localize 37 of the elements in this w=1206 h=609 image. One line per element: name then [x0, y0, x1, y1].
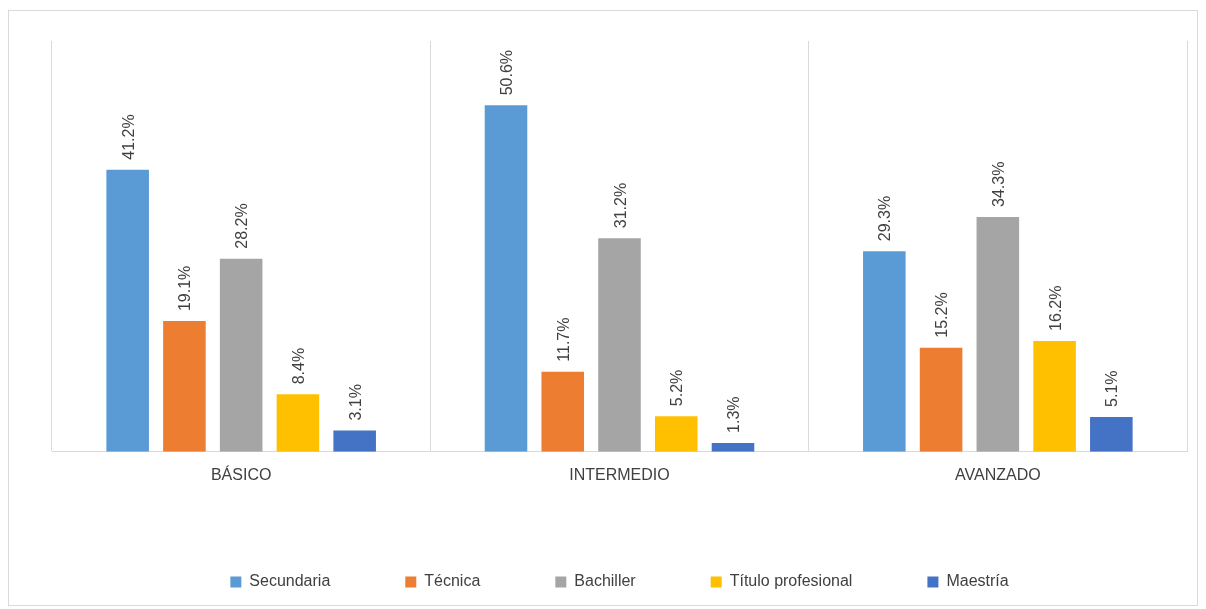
bar: [1033, 340, 1076, 452]
bar: [276, 394, 320, 452]
data-label: 50.6%: [498, 49, 515, 96]
legend-label: Bachiller: [574, 572, 637, 590]
data-label: 29.3%: [876, 195, 894, 242]
bar: [654, 416, 698, 452]
bar: [484, 105, 528, 452]
data-label: 3.1%: [346, 384, 364, 421]
data-label: 19.1%: [176, 265, 194, 312]
data-label: 5.2%: [668, 369, 686, 407]
x-tick-label: BÁSICO: [210, 464, 272, 483]
legend-label: Técnica: [424, 572, 481, 590]
bar: [976, 216, 1020, 452]
x-tick-label: INTERMEDIO: [569, 465, 670, 483]
data-label: 11.7%: [554, 317, 572, 362]
data-label: 5.1%: [1103, 370, 1121, 407]
x-tick-label: AVANZADO: [955, 465, 1041, 483]
data-label: 8.4%: [289, 347, 307, 385]
bar: [1090, 416, 1133, 452]
bar: [598, 238, 641, 452]
data-label: 15.2%: [933, 292, 951, 338]
bar: [163, 321, 206, 452]
bar: [333, 430, 376, 452]
bar: [219, 258, 263, 452]
data-label: 34.3%: [989, 161, 1007, 207]
bar: [863, 251, 906, 452]
legend-label: Secundaria: [249, 572, 331, 590]
data-label: 41.2%: [119, 114, 137, 160]
legend-label: Maestría: [946, 572, 1009, 590]
bar: [919, 347, 963, 452]
data-label: 31.2%: [611, 182, 629, 229]
data-label: 28.2%: [233, 203, 251, 249]
data-label: 16.2%: [1046, 285, 1064, 331]
data-label: 1.3%: [725, 396, 742, 433]
bar: [541, 371, 585, 452]
legend-label: Título profesional: [729, 572, 853, 590]
bar: [106, 169, 149, 452]
